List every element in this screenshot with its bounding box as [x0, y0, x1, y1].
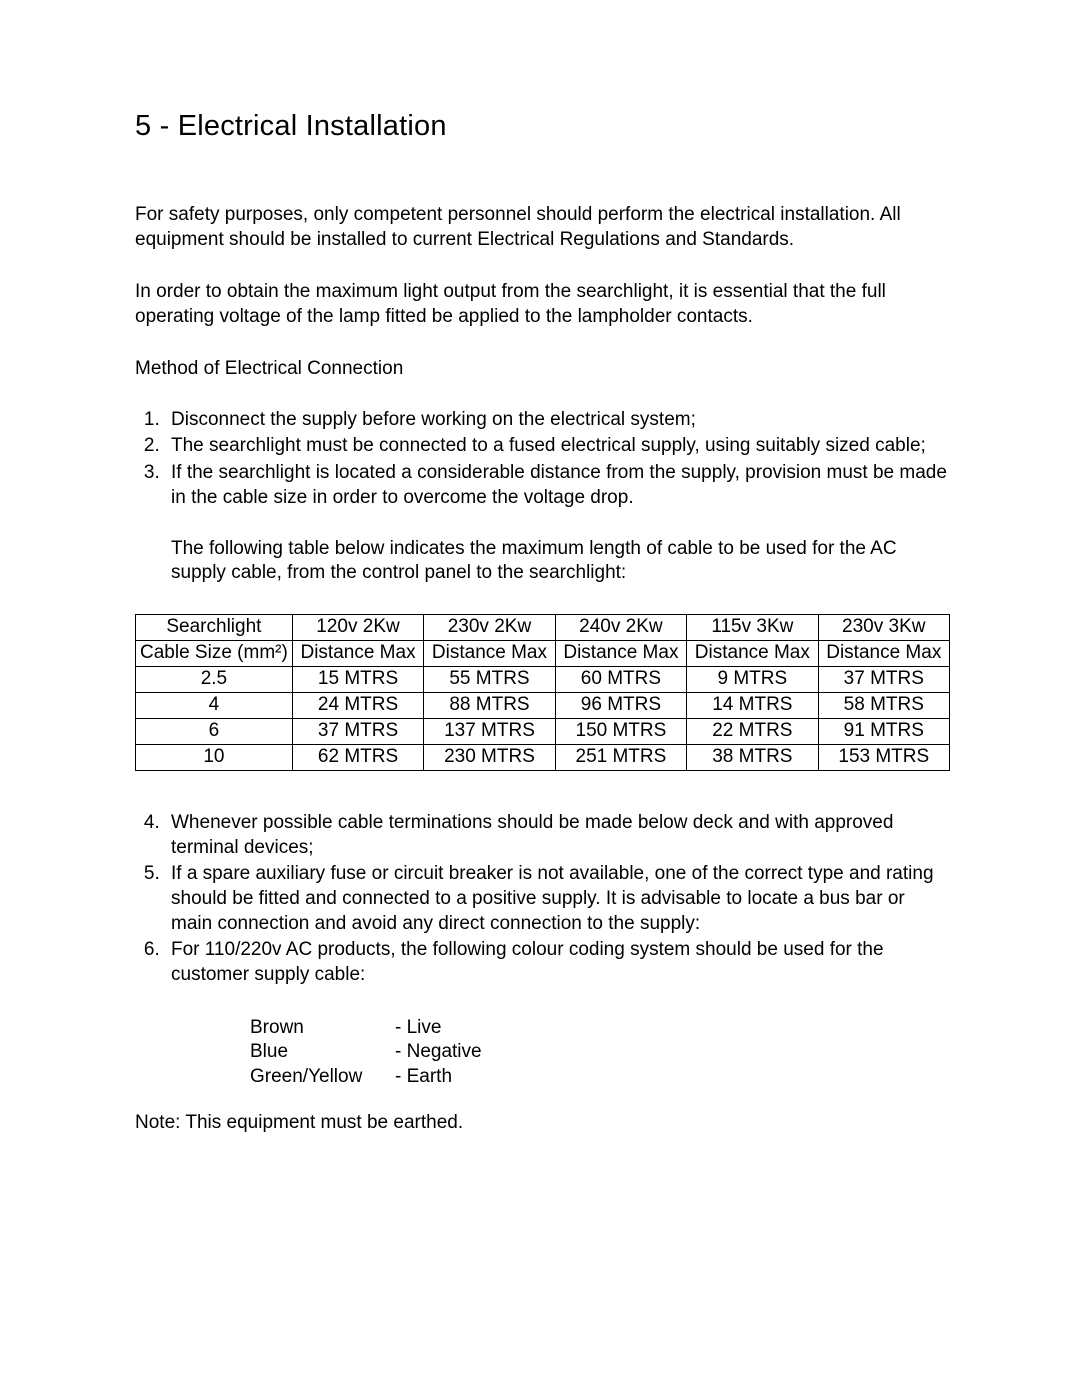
colour-name: Blue — [250, 1040, 395, 1065]
table-cell: 37 MTRS — [292, 718, 423, 744]
table-intro-text: The following table below indicates the … — [171, 537, 950, 586]
table-cell: 55 MTRS — [424, 666, 555, 692]
table-cell: 24 MTRS — [292, 692, 423, 718]
colour-meaning: - Earth — [395, 1065, 452, 1090]
table-row: 2.5 15 MTRS 55 MTRS 60 MTRS 9 MTRS 37 MT… — [136, 666, 950, 692]
table-cell: 37 MTRS — [818, 666, 949, 692]
table-cell: 2.5 — [136, 666, 293, 692]
table-cell: 91 MTRS — [818, 718, 949, 744]
table-cell: 62 MTRS — [292, 744, 423, 770]
table-cell: 60 MTRS — [555, 666, 686, 692]
table-cell: Distance Max — [555, 640, 686, 666]
table-cell: 6 — [136, 718, 293, 744]
table-cell: 22 MTRS — [687, 718, 818, 744]
cable-distance-table: Searchlight 120v 2Kw 230v 2Kw 240v 2Kw 1… — [135, 614, 950, 771]
table-cell: 251 MTRS — [555, 744, 686, 770]
colour-meaning: - Live — [395, 1016, 441, 1041]
table-cell: 153 MTRS — [818, 744, 949, 770]
table-cell: 240v 2Kw — [555, 614, 686, 640]
list-item-text: If a spare auxiliary fuse or circuit bre… — [171, 862, 950, 936]
table-cell: 230v 3Kw — [818, 614, 949, 640]
table-cell: 137 MTRS — [424, 718, 555, 744]
table-cell: Cable Size (mm²) — [136, 640, 293, 666]
colour-row: Brown - Live — [250, 1016, 950, 1041]
table-cell: 230v 2Kw — [424, 614, 555, 640]
list-item-text: If the searchlight is located a consider… — [171, 461, 950, 510]
list-item: If a spare auxiliary fuse or circuit bre… — [165, 862, 950, 936]
table-header-row-1: Searchlight 120v 2Kw 230v 2Kw 240v 2Kw 1… — [136, 614, 950, 640]
list-item: The searchlight must be connected to a f… — [165, 434, 950, 459]
table-cell: 15 MTRS — [292, 666, 423, 692]
list-item: Disconnect the supply before working on … — [165, 408, 950, 433]
table-cell: 230 MTRS — [424, 744, 555, 770]
list-item-text: Disconnect the supply before working on … — [171, 408, 950, 433]
table-cell: Searchlight — [136, 614, 293, 640]
method-subheading: Method of Electrical Connection — [135, 358, 950, 380]
table-cell: 38 MTRS — [687, 744, 818, 770]
method-list-part-a: Disconnect the supply before working on … — [135, 408, 950, 586]
table-cell: Distance Max — [818, 640, 949, 666]
colour-meaning: - Negative — [395, 1040, 482, 1065]
table-row: 6 37 MTRS 137 MTRS 150 MTRS 22 MTRS 91 M… — [136, 718, 950, 744]
colour-coding-table: Brown - Live Blue - Negative Green/Yello… — [250, 1016, 950, 1090]
colour-row: Green/Yellow - Earth — [250, 1065, 950, 1090]
colour-row: Blue - Negative — [250, 1040, 950, 1065]
colour-name: Brown — [250, 1016, 395, 1041]
colour-name: Green/Yellow — [250, 1065, 395, 1090]
table-cell: Distance Max — [424, 640, 555, 666]
table-cell: 58 MTRS — [818, 692, 949, 718]
table-cell: 4 — [136, 692, 293, 718]
table-row: 4 24 MTRS 88 MTRS 96 MTRS 14 MTRS 58 MTR… — [136, 692, 950, 718]
table-cell: 115v 3Kw — [687, 614, 818, 640]
intro-paragraph-1: For safety purposes, only competent pers… — [135, 203, 950, 252]
list-item-text: The searchlight must be connected to a f… — [171, 434, 950, 459]
earthing-note: Note: This equipment must be earthed. — [135, 1112, 950, 1134]
table-cell: 14 MTRS — [687, 692, 818, 718]
table-cell: Distance Max — [687, 640, 818, 666]
table-row: 10 62 MTRS 230 MTRS 251 MTRS 38 MTRS 153… — [136, 744, 950, 770]
table-cell: 9 MTRS — [687, 666, 818, 692]
table-cell: 150 MTRS — [555, 718, 686, 744]
list-item: Whenever possible cable terminations sho… — [165, 811, 950, 860]
table-cell: 10 — [136, 744, 293, 770]
table-cell: 96 MTRS — [555, 692, 686, 718]
table-cell: 88 MTRS — [424, 692, 555, 718]
list-item: For 110/220v AC products, the following … — [165, 938, 950, 987]
page-title: 5 - Electrical Installation — [135, 110, 950, 143]
document-page: 5 - Electrical Installation For safety p… — [0, 0, 1080, 1234]
list-item: If the searchlight is located a consider… — [165, 461, 950, 586]
intro-paragraph-2: In order to obtain the maximum light out… — [135, 280, 950, 329]
list-item-text: Whenever possible cable terminations sho… — [171, 811, 950, 860]
table-cell: Distance Max — [292, 640, 423, 666]
method-list-part-b: Whenever possible cable terminations sho… — [135, 811, 950, 988]
table-header-row-2: Cable Size (mm²) Distance Max Distance M… — [136, 640, 950, 666]
table-cell: 120v 2Kw — [292, 614, 423, 640]
list-item-text: For 110/220v AC products, the following … — [171, 938, 950, 987]
